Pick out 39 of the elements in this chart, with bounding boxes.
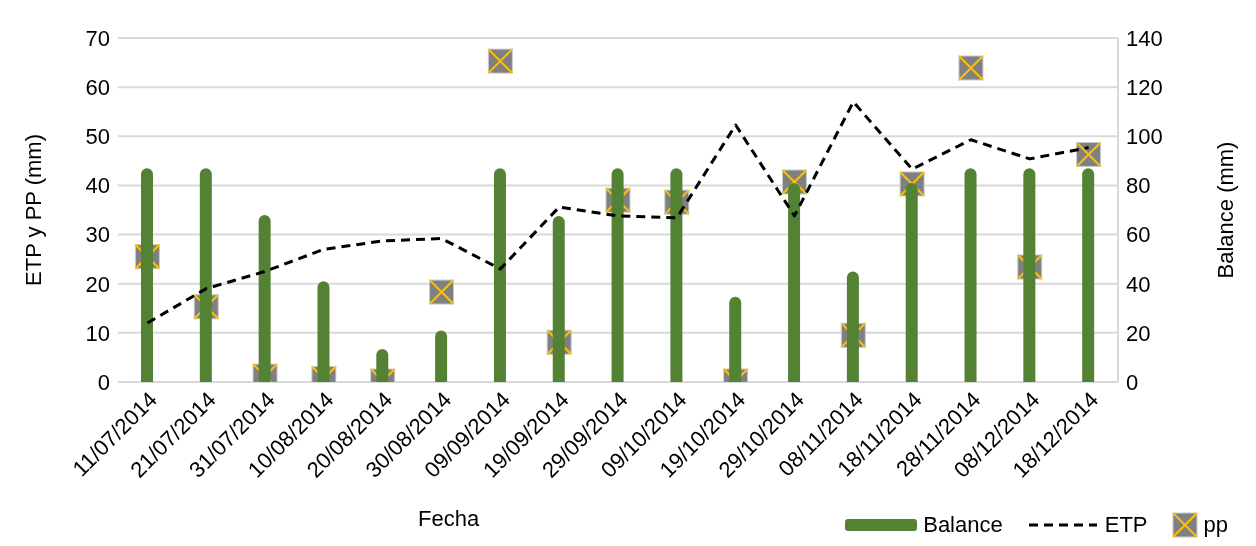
bar <box>964 168 977 382</box>
y-tick-label: 70 <box>85 25 110 51</box>
legend-label: Balance <box>923 512 1003 538</box>
y2-axis-title: Balance (mm) <box>1212 141 1238 279</box>
bar <box>1082 168 1095 382</box>
bar <box>611 168 624 382</box>
y-tick-label: 50 <box>85 124 110 150</box>
y-axis-title: ETP y PP (mm) <box>20 134 46 286</box>
bar <box>141 168 153 382</box>
bar <box>788 182 801 382</box>
y2-tick-label: 60 <box>1126 222 1151 248</box>
legend-label: ETP <box>1104 512 1148 538</box>
y-tick-label: 10 <box>85 320 110 346</box>
y2-tick-label: 0 <box>1126 369 1139 395</box>
y2-tick-label: 120 <box>1126 74 1163 100</box>
bar <box>552 215 565 382</box>
y2-tick-label: 100 <box>1126 124 1163 150</box>
legend-label: pp <box>1203 512 1228 538</box>
bar <box>1023 168 1036 382</box>
y-tick-label: 60 <box>85 74 110 100</box>
y2-tick-label: 40 <box>1126 271 1151 297</box>
bar <box>670 168 683 382</box>
bar <box>317 281 330 382</box>
bar <box>435 330 448 382</box>
y2-tick-label: 80 <box>1126 173 1151 199</box>
bar <box>905 182 918 382</box>
bar <box>846 271 859 382</box>
y-tick-label: 40 <box>85 173 110 199</box>
y-tick-label: 0 <box>97 369 110 395</box>
bar <box>493 168 506 382</box>
y2-tick-label: 140 <box>1126 25 1163 51</box>
bar <box>258 214 271 382</box>
x-axis-title: Fecha <box>418 506 480 531</box>
y-tick-label: 30 <box>85 222 110 248</box>
bar <box>376 349 389 382</box>
bar <box>729 296 742 382</box>
bar <box>199 168 212 382</box>
y-tick-label: 20 <box>85 271 110 297</box>
y2-tick-label: 20 <box>1126 320 1151 346</box>
